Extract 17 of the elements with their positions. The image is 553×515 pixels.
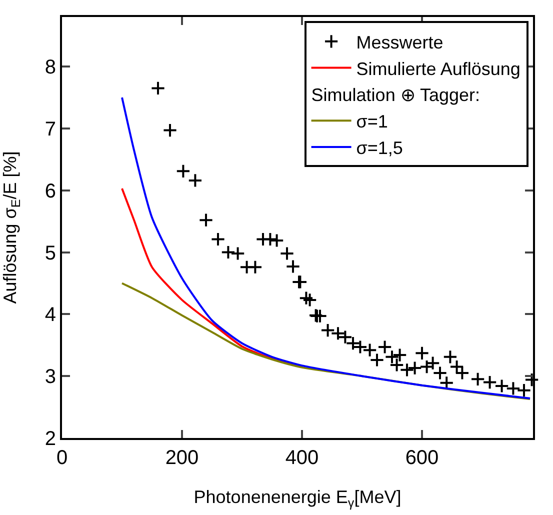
x-tick-label: 400 bbox=[285, 447, 319, 469]
legend-title: Simulation ⊕ Tagger: bbox=[311, 85, 480, 106]
y-tick-label: 8 bbox=[44, 56, 56, 79]
y-tick-label: 5 bbox=[44, 242, 56, 264]
y-tick-label: 4 bbox=[44, 304, 56, 326]
legend-label: Simulierte Auflösung bbox=[356, 58, 520, 79]
legend-label: Messwerte bbox=[356, 32, 444, 52]
x-tick-label: 0 bbox=[56, 447, 68, 469]
y-tick-label: 2 bbox=[44, 428, 56, 450]
y-tick-label: 6 bbox=[44, 180, 56, 202]
legend-label: σ=1 bbox=[356, 112, 388, 132]
x-tick-label: 600 bbox=[405, 447, 439, 469]
x-axis-title: Photonenenergie E$_{γ}$[MeV] bbox=[194, 487, 402, 510]
y-tick-label: 3 bbox=[44, 366, 56, 388]
legend-label: σ=1,5 bbox=[356, 138, 403, 158]
y-tick-label: 7 bbox=[44, 118, 56, 140]
x-tick-label: 200 bbox=[165, 447, 199, 469]
